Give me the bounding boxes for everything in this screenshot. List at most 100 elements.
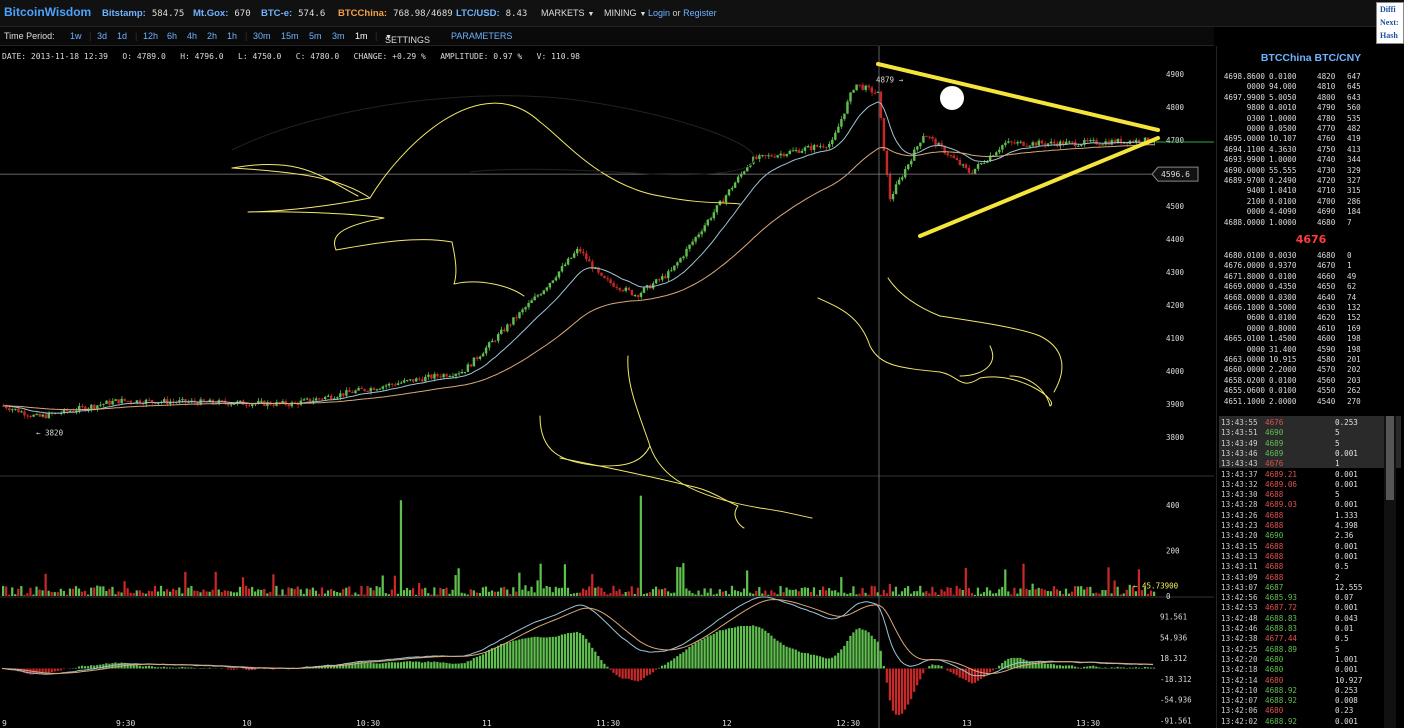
volume-bar (348, 586, 351, 596)
candle-body (588, 259, 591, 262)
macd-histogram-bar (1137, 667, 1141, 669)
amount-cell: 1.0410 (1269, 186, 1297, 196)
volume-bar (742, 588, 746, 596)
macd-histogram-bar (1080, 667, 1083, 669)
volume-bar (937, 594, 940, 596)
period-1w[interactable]: 1w (70, 31, 82, 41)
macd-histogram-bar (469, 660, 472, 669)
volume-bar (117, 591, 120, 596)
volume-bar (536, 580, 539, 596)
markets-menu[interactable]: MARKETS ▼ (541, 8, 594, 18)
candle-body (764, 155, 767, 157)
volume-bar (320, 587, 324, 596)
volume-bar (794, 589, 797, 596)
trades-scrollbar[interactable] (1384, 416, 1396, 728)
period-3m[interactable]: 3m (332, 31, 345, 41)
candle-body (597, 267, 600, 273)
period-2h[interactable]: 2h (207, 31, 218, 41)
candle-body (244, 404, 248, 406)
parameters-link[interactable]: PARAMETERS (451, 31, 513, 41)
macd-histogram-bar (900, 668, 904, 714)
candle-body (858, 84, 861, 86)
macd-histogram-bar (773, 638, 776, 669)
time-cell: 13:42:25 (1221, 644, 1258, 654)
settings-menu[interactable]: SETTINGS ▼ (385, 31, 430, 45)
candle-body (405, 380, 409, 382)
volume-bar (749, 592, 752, 596)
candle-body (62, 409, 66, 413)
candle-body (1146, 137, 1150, 143)
period-1h[interactable]: 1h (227, 31, 238, 41)
period-30m[interactable]: 30m (253, 31, 271, 41)
candle-body (35, 413, 38, 415)
volume-bar (211, 589, 214, 596)
candle-body (144, 399, 148, 405)
volume-bar (1107, 567, 1110, 596)
candle-body (68, 410, 72, 412)
macd-histogram-bar (457, 663, 460, 669)
macd-histogram-bar (384, 662, 387, 669)
macd-histogram-bar (1083, 666, 1086, 669)
register-link[interactable]: Register (683, 8, 717, 18)
scrollbar-thumb[interactable] (1386, 416, 1394, 500)
candle-body (691, 241, 694, 245)
mining-menu[interactable]: MINING ▼ (604, 8, 646, 18)
period-12h[interactable]: 12h (143, 31, 159, 41)
candle-body (260, 400, 263, 402)
login-link[interactable]: Login (648, 8, 671, 18)
candle-body (138, 400, 142, 404)
period-5m[interactable]: 5m (309, 31, 322, 41)
volume-bar (1089, 586, 1092, 596)
amount-cell: 0.0100 (1269, 375, 1297, 385)
volume-bar (427, 593, 430, 596)
ticker-btcchina[interactable]: BTCChina: 768.98/4689 (338, 8, 453, 19)
period-1m[interactable]: 1m (355, 31, 368, 41)
volume-bar (169, 591, 172, 596)
macd-histogram-bar (408, 661, 412, 669)
site-logo[interactable]: BitcoinWisdom (4, 5, 92, 19)
candle-body (1061, 141, 1065, 145)
macd-histogram-bar (1101, 667, 1104, 669)
level-total-cell: 49 (1347, 271, 1357, 281)
macd-histogram-bar (418, 661, 421, 669)
candle-body (165, 399, 169, 404)
candle-body (709, 218, 713, 220)
volume-bar (266, 593, 269, 596)
period-3d[interactable]: 3d (97, 31, 108, 41)
period-15m[interactable]: 15m (281, 31, 299, 41)
macd-histogram-bar (794, 649, 797, 669)
amount-cell: 31.400 (1269, 344, 1297, 354)
period-6h[interactable]: 6h (167, 31, 178, 41)
volume-bar (357, 594, 360, 596)
volume-bar (934, 592, 937, 596)
volume-bar (1019, 588, 1022, 596)
volume-bar (597, 586, 600, 596)
macd-histogram-bar (846, 640, 849, 669)
level-total-cell: 202 (1347, 365, 1361, 375)
volume-bar (208, 591, 211, 596)
volume-bar (199, 592, 202, 596)
volume-bar (579, 592, 582, 596)
amount-cell: 0.001 (1335, 479, 1358, 489)
ticker-mtgox[interactable]: Mt.Gox: 670 (193, 8, 251, 19)
macd-histogram-bar (752, 625, 755, 669)
period-1d[interactable]: 1d (117, 31, 128, 41)
ticker-bitstamp[interactable]: Bitstamp: 584.75 (102, 8, 184, 19)
macd-histogram-bar (952, 668, 955, 674)
volume-bar (436, 594, 439, 596)
macd-histogram-bar (105, 663, 108, 669)
volume-bar (41, 590, 44, 596)
macd-histogram-bar (679, 653, 682, 669)
volume-bar (654, 586, 658, 596)
macd-histogram-bar (169, 667, 172, 669)
macd-histogram-bar (430, 662, 433, 669)
price-cell: 0300 (1246, 113, 1265, 123)
price-cell: 4688 (1265, 541, 1284, 551)
period-4h[interactable]: 4h (187, 31, 198, 41)
volume-bar (527, 591, 530, 596)
ticker-btce[interactable]: BTC-e: 574.6 (261, 8, 325, 19)
price-chart[interactable]: 4900480047004600450044004300420041004000… (0, 46, 1214, 728)
volume-bar (336, 592, 339, 596)
last-price: 4676 (1295, 233, 1327, 246)
ticker-ltcusd[interactable]: LTC/USD: 8.43 (456, 8, 527, 19)
